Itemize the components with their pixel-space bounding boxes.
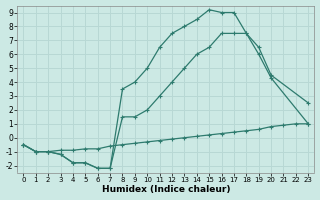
X-axis label: Humidex (Indice chaleur): Humidex (Indice chaleur)	[101, 185, 230, 194]
